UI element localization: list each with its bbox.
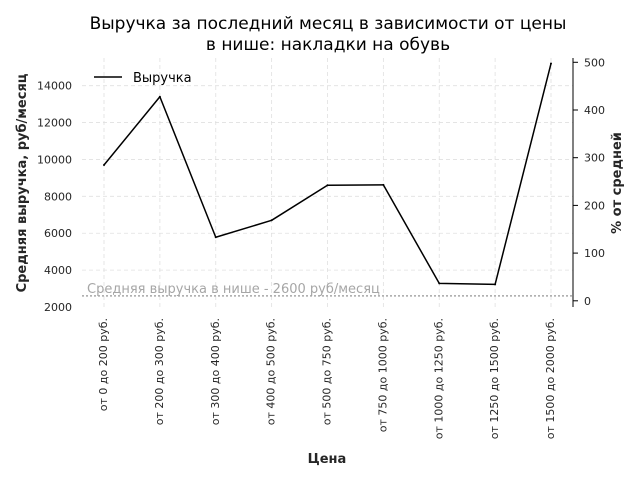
x-tick-label: от 1250 до 1500 руб. <box>488 318 501 439</box>
average-label: Средняя выручка в нише - 2600 руб/месяц <box>87 282 380 297</box>
legend: Выручка <box>94 71 192 86</box>
x-ticks: от 0 до 200 руб. от 200 до 300 руб. от 300… <box>97 318 557 439</box>
data-point <box>103 163 105 166</box>
y-tick-right-label: 200 <box>584 199 605 212</box>
x-tick-label: от 200 до 300 руб. <box>153 318 166 425</box>
y-tick-label: 6000 <box>44 227 72 240</box>
series-group <box>103 62 552 286</box>
y-axis-label: Средняя выручка, руб/месяц <box>15 73 30 292</box>
data-point <box>382 183 385 186</box>
x-tick-label: от 1500 до 2000 руб. <box>544 318 557 439</box>
x-tick-label: от 300 до 400 руб. <box>209 318 222 425</box>
x-tick-label: от 400 до 500 руб. <box>265 318 278 425</box>
chart-title-line-2: в нише: накладки на обувь <box>206 35 450 55</box>
data-point <box>214 236 217 239</box>
data-point <box>326 184 329 187</box>
y-tick-label: 10000 <box>37 153 72 166</box>
chart-title-line-1: Выручка за последний месяц в зависимости… <box>90 14 567 34</box>
y-tick-label: 8000 <box>44 190 72 203</box>
grid <box>82 58 573 307</box>
data-point <box>494 283 497 286</box>
data-point <box>550 62 552 65</box>
y-tick-label: 14000 <box>37 80 72 93</box>
data-point <box>438 282 441 285</box>
y-tick-label: 2000 <box>44 301 72 314</box>
x-tick-label: от 1000 до 1250 руб. <box>432 318 445 439</box>
y-tick-label: 12000 <box>37 117 72 130</box>
y-tick-right-label: 300 <box>584 152 605 165</box>
legend-label: Выручка <box>133 71 192 86</box>
y-axis-right-label: % от средней <box>610 132 625 234</box>
y-tick-right-label: 0 <box>584 295 591 308</box>
x-tick-label: от 500 до 750 руб. <box>321 318 334 425</box>
y-tick-right-label: 400 <box>584 104 605 117</box>
x-axis-label: Цена <box>308 452 347 467</box>
data-point <box>270 219 273 222</box>
y-ticks: 2000 4000 6000 8000 10000 12000 14000 <box>37 80 72 314</box>
y-tick-label: 4000 <box>44 264 72 277</box>
data-point <box>158 95 161 98</box>
average-line-group: Средняя выручка в нише - 2600 руб/месяц <box>82 282 573 297</box>
y-tick-right-label: 500 <box>584 56 605 69</box>
x-tick-label: от 0 до 200 руб. <box>97 318 110 411</box>
y-ticks-right: 0 100 200 300 400 500 <box>573 56 605 308</box>
x-tick-label: от 750 до 1000 руб. <box>376 318 389 432</box>
y-tick-right-label: 100 <box>584 247 605 260</box>
